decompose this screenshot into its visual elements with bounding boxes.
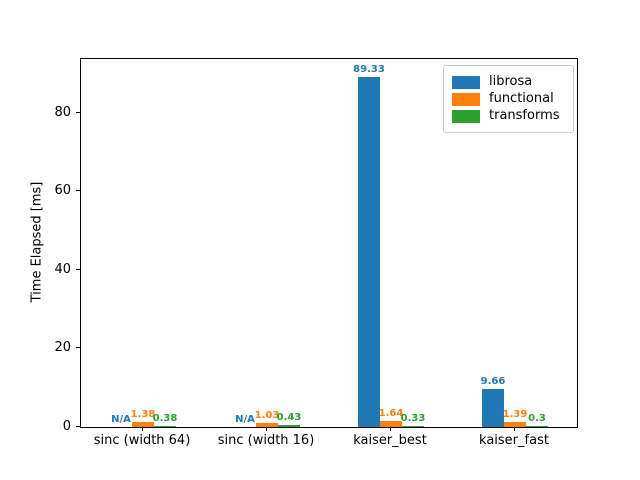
y-tick-mark [76, 190, 80, 192]
plot-area: N/A 1.38 0.38 N/A 1.03 0.43 89.33 1.64 0.33 9.66 1… [80, 58, 578, 428]
legend: librosa functional transforms [443, 65, 574, 133]
y-tick-label: 80 [54, 104, 71, 120]
x-tick-label: sinc (width 64) [93, 433, 191, 448]
bar-transforms-1 [278, 425, 300, 427]
bar-value-label: 0.33 [400, 412, 426, 424]
y-tick-label: 60 [54, 183, 71, 199]
bar-value-label: 1.64 [378, 407, 404, 419]
bar-transforms-3 [526, 425, 548, 427]
bar-value-label: 1.39 [502, 408, 528, 420]
y-tick-label: 20 [54, 340, 71, 356]
bar-functional-0 [132, 421, 154, 427]
bar-value-label: 89.33 [353, 63, 385, 75]
bar-transforms-0 [154, 425, 176, 427]
bar-value-label: 0.38 [152, 412, 178, 424]
legend-label: transforms [489, 108, 560, 123]
legend-item-librosa: librosa [452, 75, 565, 89]
legend-label: functional [489, 91, 554, 106]
legend-swatch-transforms [452, 109, 480, 123]
x-axis-tick-labels: sinc (width 64) sinc (width 16) kaiser_b… [80, 433, 576, 448]
bar-librosa-2 [358, 76, 380, 427]
bar-value-label: 1.03 [254, 409, 280, 421]
y-tick-mark [76, 268, 80, 270]
y-tick-label: 40 [54, 261, 71, 277]
legend-label: librosa [489, 74, 533, 89]
bar-value-label: 9.66 [480, 376, 506, 388]
bar-value-label: N/A [235, 414, 255, 425]
bar-librosa-3 [482, 389, 504, 427]
legend-item-functional: functional [452, 92, 565, 106]
y-axis-label: Time Elapsed [ms] [29, 181, 45, 303]
bar-functional-2 [380, 420, 402, 427]
bar-functional-1 [256, 422, 278, 427]
y-tick-mark [76, 111, 80, 113]
x-tick-mark [265, 427, 267, 431]
bar-functional-3 [504, 421, 526, 427]
bar-value-label: 0.43 [276, 412, 302, 424]
bar-value-label: 0.3 [528, 412, 546, 424]
legend-swatch-librosa [452, 75, 480, 89]
y-tick-mark [76, 425, 80, 427]
legend-item-transforms: transforms [452, 109, 565, 123]
y-tick-mark [76, 347, 80, 349]
x-tick-label: sinc (width 16) [217, 433, 315, 448]
bar-value-label: 1.38 [130, 408, 156, 420]
bars-layer: N/A 1.38 0.38 N/A 1.03 0.43 89.33 1.64 0.33 9.66 1… [81, 59, 577, 427]
x-tick-mark [141, 427, 143, 431]
bar-transforms-2 [402, 425, 424, 427]
legend-swatch-functional [452, 92, 480, 106]
x-tick-mark [513, 427, 515, 431]
x-tick-mark [389, 427, 391, 431]
x-tick-label: kaiser_best [353, 433, 427, 448]
bar-value-label: N/A [111, 414, 131, 425]
y-tick-label: 0 [62, 418, 71, 434]
x-tick-label: kaiser_fast [479, 433, 549, 448]
